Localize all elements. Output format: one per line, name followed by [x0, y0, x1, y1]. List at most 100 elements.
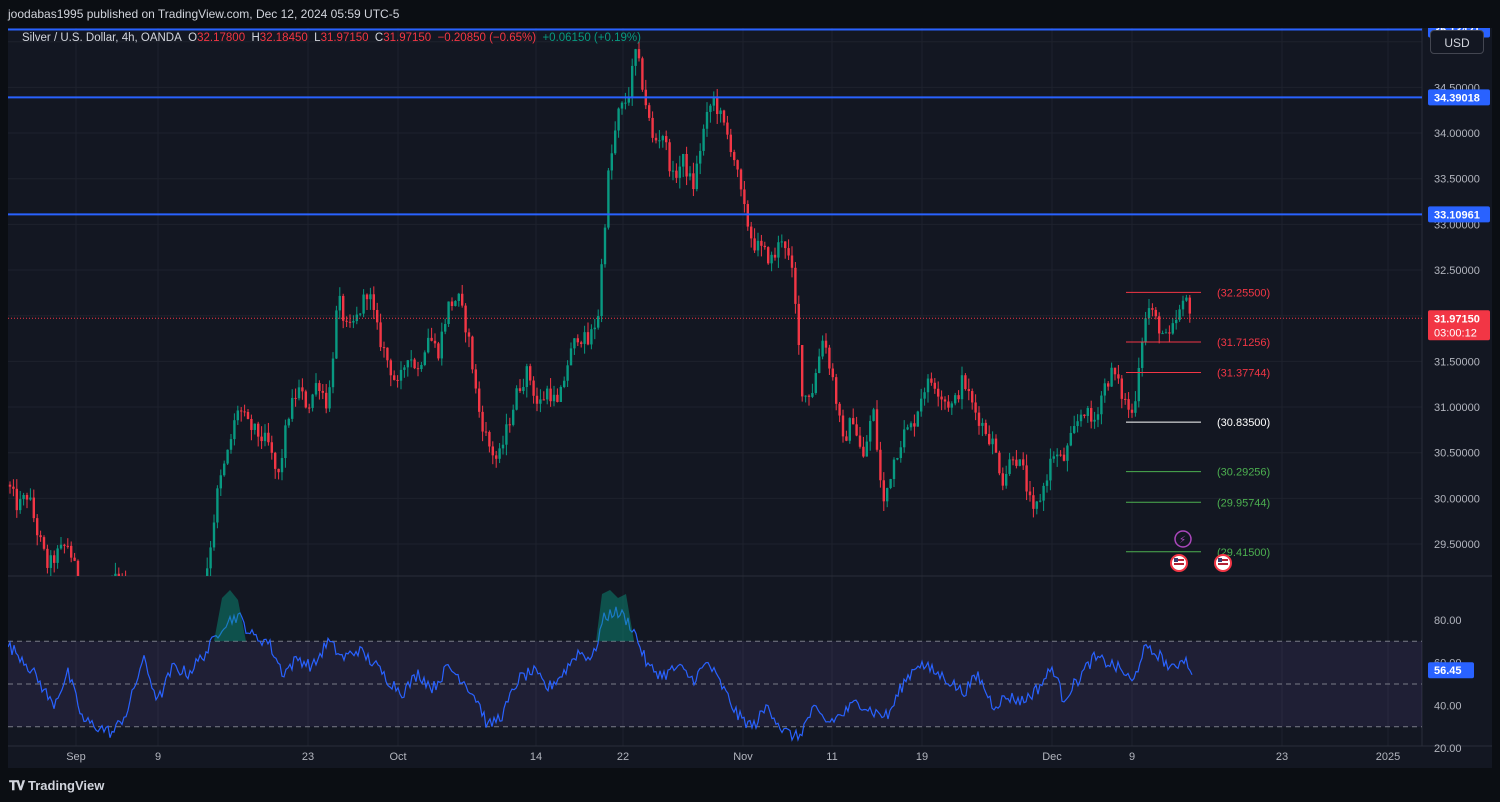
- time-tick-label: Nov: [733, 751, 753, 763]
- candle-body: [399, 369, 403, 381]
- chart-panel[interactable]: (32.25500) (31.71256) (31.37744) (30.83500)…: [8, 28, 1492, 768]
- candle-body: [787, 248, 790, 256]
- candle-body: [382, 347, 386, 349]
- chart-svg[interactable]: (32.25500) (31.71256) (31.37744) (30.83500)…: [8, 28, 1492, 768]
- price-tick-label: 33.00000: [1434, 219, 1480, 231]
- candle-body: [457, 293, 460, 302]
- candle-body: [1103, 383, 1106, 396]
- lightning-event-icon[interactable]: [1174, 530, 1192, 548]
- low-value: 31.97150: [320, 32, 369, 44]
- candle-body: [46, 548, 49, 568]
- flag-canton: [1174, 558, 1178, 562]
- candle-body: [410, 359, 413, 361]
- candle-body: [321, 391, 324, 393]
- time-tick-label: 9: [155, 751, 161, 763]
- candle-body: [603, 227, 607, 265]
- candle-body: [478, 388, 481, 412]
- candle-body: [556, 394, 559, 402]
- candle-body: [25, 494, 29, 500]
- candle-body: [512, 409, 515, 425]
- candle-body: [461, 293, 464, 306]
- candle-body: [12, 486, 15, 489]
- candle-body: [219, 475, 222, 489]
- candle-body: [450, 301, 454, 306]
- candle-body: [348, 321, 352, 323]
- candle-body: [699, 150, 702, 164]
- candle-body: [811, 393, 814, 397]
- candle-body: [297, 387, 301, 399]
- price-tick-label: 30.50000: [1434, 448, 1480, 460]
- candle-body: [1086, 408, 1089, 416]
- candle-body: [828, 347, 831, 369]
- change-value: −0.20850 (−0.65%): [437, 32, 537, 44]
- candle-body: [63, 544, 66, 546]
- candle-body: [229, 439, 233, 450]
- candle-body: [971, 391, 974, 403]
- candle-body: [345, 320, 348, 322]
- candle-body: [685, 153, 688, 177]
- candle-body: [250, 418, 253, 430]
- candle-body: [1049, 458, 1052, 481]
- candle-body: [899, 447, 902, 458]
- candle-body: [413, 359, 416, 369]
- candle-body: [491, 446, 494, 456]
- candle-body: [600, 264, 603, 317]
- candle-body: [471, 336, 474, 370]
- candle-body: [76, 560, 80, 576]
- candle-body: [1154, 309, 1157, 317]
- fib-level-label: (30.29256): [1217, 467, 1270, 479]
- candle-body: [1039, 500, 1042, 502]
- candle-body: [607, 170, 610, 228]
- candle-body: [1052, 456, 1055, 459]
- candle-body: [947, 401, 950, 408]
- candle-body: [403, 367, 406, 370]
- candle-body: [440, 331, 443, 359]
- candle-body: [624, 102, 627, 104]
- candle-body: [372, 294, 375, 310]
- candle-body: [824, 340, 828, 348]
- candle-body: [563, 380, 566, 388]
- flag-stripe: [1218, 559, 1228, 561]
- time-tick-label: 19: [916, 751, 928, 763]
- candle-body: [712, 96, 715, 106]
- candle-body: [1164, 332, 1168, 334]
- candle-body: [1175, 319, 1178, 324]
- candle-body: [1117, 374, 1120, 379]
- time-tick-label: Dec: [1042, 751, 1062, 763]
- candle-body: [314, 383, 318, 395]
- candle-body: [379, 322, 382, 348]
- candle-body: [801, 345, 804, 397]
- candle-body: [933, 382, 936, 389]
- candle-body: [447, 301, 450, 325]
- candle-body: [1151, 308, 1154, 310]
- level-price-tag-label: 34.39018: [1434, 92, 1480, 104]
- candle-body: [226, 449, 229, 464]
- candle-body: [593, 327, 596, 330]
- candle-body: [1130, 409, 1134, 413]
- rsi-overbought-fill: [214, 590, 246, 642]
- candle-body: [852, 418, 855, 425]
- candle-body: [304, 391, 307, 408]
- candle-body: [552, 394, 556, 402]
- candle-body: [1018, 459, 1021, 466]
- candle-body: [576, 338, 579, 343]
- tradingview-logo[interactable]: 𝐓𝐕 TradingView: [9, 772, 104, 800]
- candle-body: [671, 170, 675, 172]
- candle-body: [957, 395, 960, 400]
- candle-body: [845, 436, 848, 441]
- currency-button[interactable]: USD: [1430, 30, 1484, 54]
- candle-body: [882, 480, 885, 502]
- candle-body: [916, 411, 919, 427]
- candle-body: [913, 423, 916, 427]
- candle-body: [498, 448, 501, 459]
- candle-body: [243, 411, 246, 413]
- candle-body: [631, 65, 634, 97]
- candle-body: [988, 433, 991, 445]
- candle-body: [780, 241, 783, 243]
- candle-body: [277, 468, 280, 473]
- time-tick-label: 23: [1276, 751, 1288, 763]
- candle-body: [892, 459, 896, 480]
- candle-body: [423, 352, 426, 365]
- candle-body: [70, 545, 73, 558]
- candle-body: [1181, 300, 1185, 310]
